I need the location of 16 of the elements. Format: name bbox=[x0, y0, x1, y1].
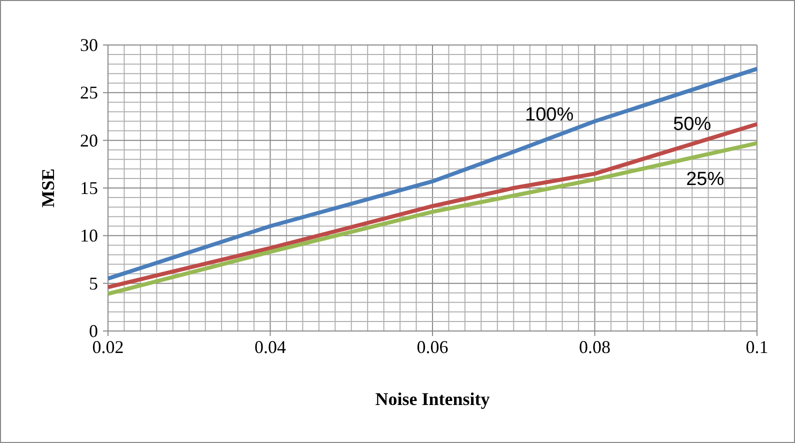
x-axis-title: Noise Intensity bbox=[375, 389, 490, 409]
y-tick-label: 5 bbox=[89, 273, 98, 294]
y-axis-title: MSE bbox=[38, 168, 58, 208]
x-tick-label: 0.08 bbox=[579, 337, 610, 357]
y-tick-label: 30 bbox=[80, 35, 98, 55]
y-tick-label: 15 bbox=[80, 178, 98, 198]
x-tick-label: 0.06 bbox=[416, 337, 448, 357]
y-tick-label: 25 bbox=[80, 82, 98, 103]
series-label: 100% bbox=[525, 104, 574, 126]
series-label: 25% bbox=[686, 168, 724, 190]
x-tick-label: 0.04 bbox=[254, 337, 286, 357]
x-tick-label: 0.1 bbox=[746, 337, 768, 357]
series-label: 50% bbox=[673, 114, 712, 135]
y-tick-label: 10 bbox=[80, 226, 98, 246]
y-tick-label: 20 bbox=[80, 130, 98, 150]
line-series bbox=[106, 66, 759, 281]
